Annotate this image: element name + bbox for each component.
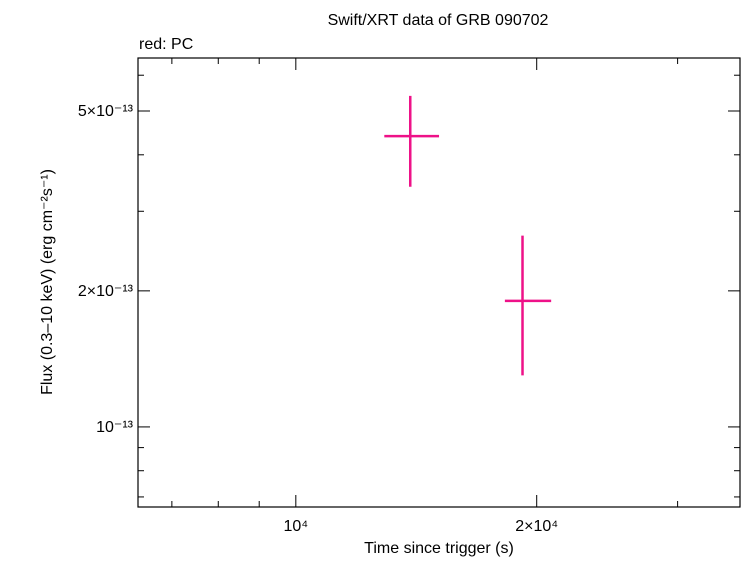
y-tick-label: 2×10⁻¹³ (78, 283, 134, 300)
chart-title: Swift/XRT data of GRB 090702 (328, 12, 549, 29)
y-tick-label: 10⁻¹³ (96, 419, 134, 436)
x-tick-label: 10⁴ (283, 518, 308, 535)
plot-frame (137, 57, 741, 508)
x-axis-label: Time since trigger (s) (364, 540, 514, 557)
chart-subtitle: red: PC (139, 36, 193, 53)
y-tick-label: 5×10⁻¹³ (78, 103, 134, 120)
x-tick-label: 2×10⁴ (515, 518, 558, 535)
y-axis-label: Flux (0.3–10 keV) (erg cm⁻²s⁻¹) (39, 169, 56, 395)
